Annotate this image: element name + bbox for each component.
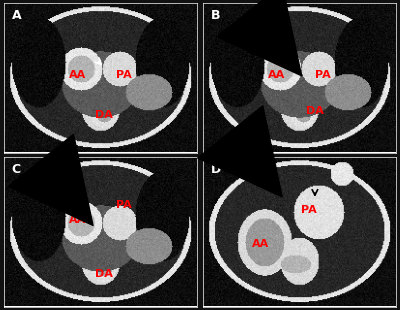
Text: DA: DA (96, 110, 113, 120)
Text: C: C (12, 163, 21, 176)
Text: AA: AA (69, 70, 86, 80)
Text: PA: PA (301, 205, 317, 215)
Text: DA: DA (96, 269, 113, 279)
Text: PA: PA (116, 200, 132, 210)
Text: PA: PA (315, 70, 330, 80)
Text: A: A (12, 9, 21, 22)
Text: PA: PA (116, 70, 132, 80)
Text: B: B (211, 9, 220, 22)
Text: D: D (211, 163, 221, 176)
Text: AA: AA (268, 70, 285, 80)
Text: DA: DA (306, 106, 324, 116)
Text: AA: AA (252, 239, 270, 249)
Text: AA: AA (69, 215, 86, 225)
